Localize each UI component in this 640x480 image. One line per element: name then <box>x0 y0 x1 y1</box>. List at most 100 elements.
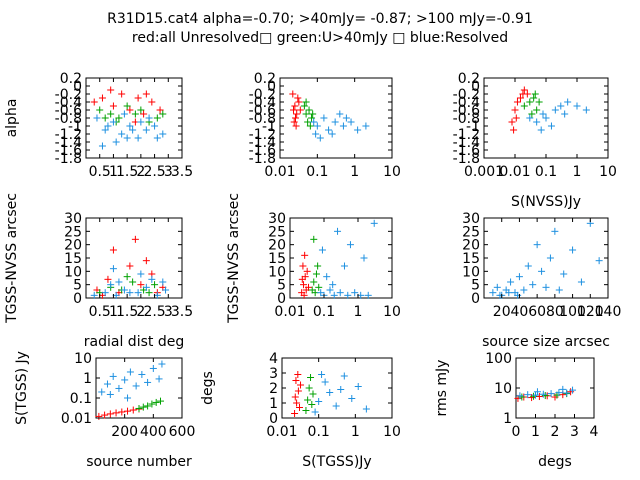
p7-point-red-1 <box>101 411 109 419</box>
p6-xtick-label-2: 60 <box>528 304 546 320</box>
p4-point-blue-10 <box>148 275 156 283</box>
p5-point-blue-4 <box>336 289 344 297</box>
p1-point-blue-11 <box>112 138 120 146</box>
p9-point-blue-8 <box>533 388 541 396</box>
p2-ytick-label-7: -1.2 <box>249 127 276 143</box>
p1-xtick-label-2: 1.5 <box>116 164 138 180</box>
p5-point-green-6 <box>310 235 318 243</box>
p5-xtick-label-2: 1 <box>354 304 363 320</box>
p7-point-blue-5 <box>126 368 134 376</box>
p5-xtick-label-3: 10 <box>383 304 401 320</box>
p6-point-blue-20 <box>505 289 513 297</box>
p1-xtick-label-1: 1 <box>109 164 118 180</box>
p2-point-blue-10 <box>336 110 344 118</box>
p9-ylabel: rms mJy <box>434 360 450 417</box>
p4-ytick-label-5: 25 <box>64 224 82 240</box>
p2-xtick-label-1: 0.1 <box>306 164 328 180</box>
p7-point-blue-12 <box>106 390 114 398</box>
p7-point-blue-1 <box>103 380 111 388</box>
p5-ytick-label-6: 30 <box>268 211 286 227</box>
p8-point-blue-5 <box>340 372 348 380</box>
p1-point-green-7 <box>153 114 161 122</box>
p7-point-red-2 <box>106 410 114 418</box>
p6-point-blue-11 <box>542 283 550 291</box>
p2-point-blue-1 <box>313 122 321 130</box>
p2-point-green-6 <box>302 98 310 106</box>
p5-point-blue-5 <box>344 291 352 299</box>
p8-point-red-5 <box>294 371 302 378</box>
p1-point-blue-10 <box>137 118 145 126</box>
p3-ytick-label-3: -0.4 <box>453 95 480 111</box>
p8-point-blue-10 <box>337 386 345 393</box>
p4-point-blue-8 <box>115 278 123 286</box>
p1-ytick-label-6: -1 <box>68 119 82 135</box>
p5-point-blue-3 <box>330 291 338 299</box>
p6-point-blue-19 <box>496 291 504 299</box>
p5-ytick-label-4: 20 <box>268 238 286 254</box>
p9-point-blue-3 <box>539 390 547 398</box>
p6-xtick-label-0: 20 <box>493 304 511 320</box>
p4-point-green-5 <box>151 281 159 289</box>
p6-ytick-label-4: 20 <box>462 238 480 254</box>
p3-point-green-0 <box>520 102 528 110</box>
p4-ytick-label-3: 15 <box>64 251 82 267</box>
p2-point-green-3 <box>305 106 313 114</box>
p7-xtick-label-1: 400 <box>140 424 167 440</box>
panel-p1: 0.511.522.533.50.20-0.2-0.4-0.6-0.8-1-1.… <box>4 71 193 180</box>
p5-ytick-label-0: 0 <box>277 291 286 307</box>
p8-xlabel: S(TGSS)Jy <box>302 454 371 470</box>
p1-point-green-10 <box>101 114 109 122</box>
p7-point-blue-6 <box>132 382 140 390</box>
p2-point-blue-0 <box>310 118 318 126</box>
p9-point-blue-4 <box>547 390 555 398</box>
p3-point-green-1 <box>526 98 534 106</box>
p1-point-blue-4 <box>126 122 134 130</box>
p5-point-red-6 <box>298 275 306 283</box>
p8-point-red-2 <box>294 387 302 395</box>
p2-point-blue-2 <box>320 114 328 122</box>
p6-point-blue-7 <box>520 286 528 294</box>
p5-point-blue-16 <box>329 281 337 289</box>
p2-point-red-0 <box>289 90 297 98</box>
p4-xtick-label-4: 2.5 <box>143 304 165 320</box>
p2-point-blue-3 <box>325 126 333 134</box>
p1-xtick-label-3: 2 <box>136 164 145 180</box>
p6-ytick-label-0: 0 <box>471 291 480 307</box>
p1-xtick-label-6: 3.5 <box>171 164 193 180</box>
p1-point-blue-16 <box>98 142 106 150</box>
p1-point-blue-14 <box>129 126 137 134</box>
p3-point-blue-2 <box>539 110 547 118</box>
p9-xtick-label-2: 2 <box>551 424 560 440</box>
p3-point-red-7 <box>512 114 520 122</box>
p1-point-red-1 <box>98 94 106 102</box>
p1-point-blue-0 <box>93 114 101 122</box>
p1-point-blue-1 <box>101 126 109 134</box>
p3-xlabel: S(NVSS)Jy <box>511 194 581 210</box>
p8-ytick-label-4: 4 <box>269 351 278 367</box>
p7-point-blue-7 <box>138 370 146 378</box>
p3-xtick-label-4: 10 <box>599 164 617 180</box>
p1-ytick-label-8: -1.4 <box>55 135 82 151</box>
p1-point-green-5 <box>137 106 145 114</box>
p1-point-red-4 <box>126 106 134 114</box>
p2-point-green-5 <box>306 122 314 130</box>
p1-xtick-label-4: 2.5 <box>143 164 165 180</box>
p7-point-blue-4 <box>121 376 129 384</box>
p7-point-blue-2 <box>109 372 117 380</box>
p3-point-blue-5 <box>557 102 565 110</box>
p1-point-blue-8 <box>159 130 167 138</box>
p7-point-blue-8 <box>144 378 152 386</box>
p1-point-green-4 <box>131 110 139 118</box>
p2-xtick-label-3: 10 <box>383 164 401 180</box>
p8-point-blue-8 <box>362 405 370 413</box>
p7-point-red-6 <box>129 406 137 414</box>
figure-title-line-1: R31D15.cat4 alpha=-0.70; >40mJy= -0.87; … <box>107 11 533 27</box>
p8-ylabel: degs <box>200 371 216 405</box>
p7-point-red-0 <box>95 412 103 420</box>
p2-point-blue-6 <box>347 118 355 126</box>
p7-point-green-3 <box>148 400 156 408</box>
p3-ytick-label-5: -0.8 <box>453 111 480 127</box>
p4-point-green-7 <box>145 289 153 297</box>
p4-point-red-9 <box>131 235 139 243</box>
